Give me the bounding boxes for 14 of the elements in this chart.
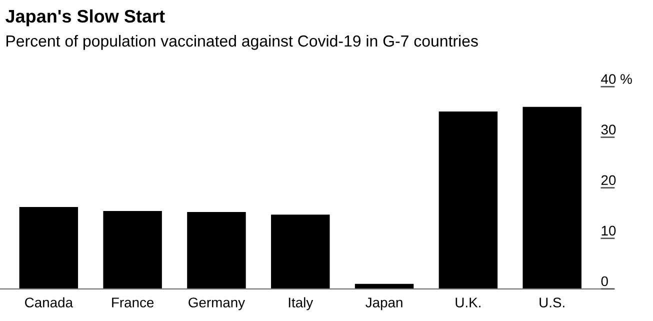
y-tick-label: 30 (601, 124, 616, 134)
y-tick-label: 20 (601, 175, 616, 186)
y-tick-label: 10 (602, 226, 616, 236)
x-tick-label: France (112, 298, 154, 308)
x-tick-label: Canada (25, 297, 73, 308)
y-tick-label: 40 % (601, 74, 632, 84)
x-tick-label: Italy (288, 297, 314, 310)
x-tick-label: U.K. (456, 298, 480, 308)
chart-subtitle: Percent of population vaccinated against Covid-19 in G-7 countries (6, 34, 478, 50)
x-tick-label: Germany (188, 298, 246, 310)
chart-title: Japan's Slow Start (6, 9, 165, 26)
x-tick-label: U.S. (540, 298, 564, 308)
x-tick-label: Japan (366, 298, 402, 310)
y-tick-label: 0 (601, 276, 608, 286)
